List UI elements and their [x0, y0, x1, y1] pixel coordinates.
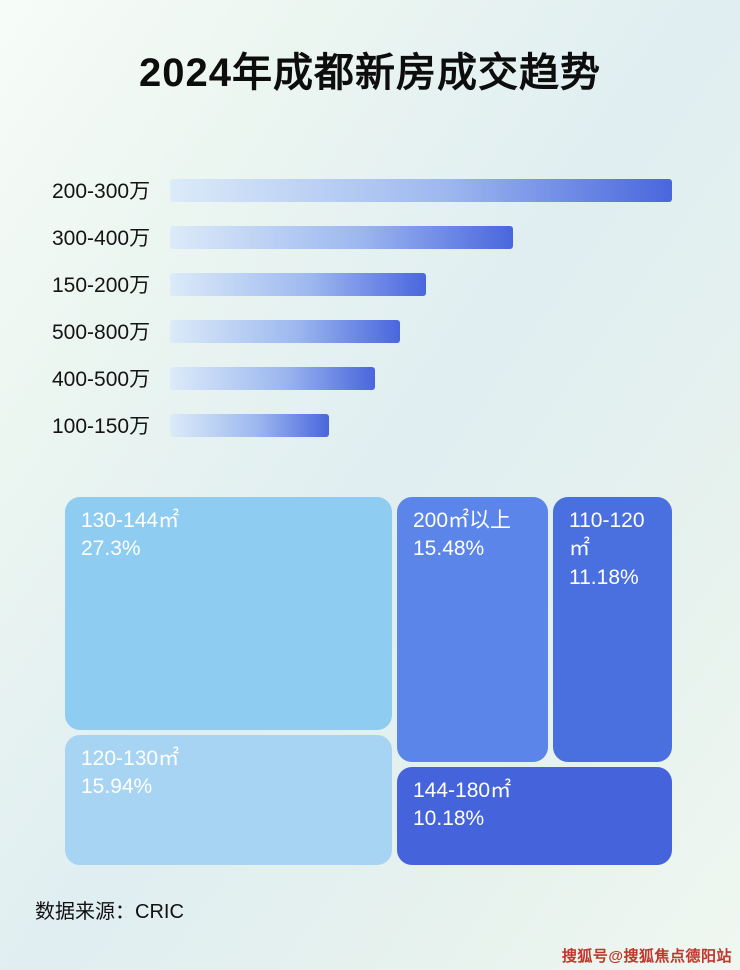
bar-row: 300-400万	[52, 223, 682, 251]
bar-track	[170, 178, 682, 202]
bar-track	[170, 319, 682, 343]
bar	[170, 178, 672, 202]
bar-category-label: 100-150万	[52, 415, 151, 438]
bar	[170, 413, 329, 437]
bar-row: 500-800万	[52, 317, 682, 345]
bar	[170, 225, 514, 249]
treemap-block-label: 120-130㎡	[81, 747, 180, 770]
bar-track	[170, 366, 682, 390]
treemap-block: 120-130㎡ 15.94%	[65, 735, 392, 865]
bar-track	[170, 225, 682, 249]
bar	[170, 272, 426, 296]
treemap-block: 200㎡以上 15.48%	[397, 497, 548, 762]
treemap-block-value: 11.18%	[569, 565, 639, 589]
bar	[170, 319, 401, 343]
treemap-block-label: 144-180㎡	[413, 779, 512, 802]
watermark: 搜狐号@搜狐焦点德阳站	[561, 948, 732, 965]
page-title: 2024年成都新房成交趋势	[139, 51, 601, 95]
treemap-block-label: 110-120㎡	[569, 509, 645, 561]
bar-row: 150-200万	[52, 270, 682, 298]
bar-category-label: 200-300万	[52, 180, 151, 203]
treemap-block-value: 27.3%	[81, 537, 141, 561]
treemap-block-label: 130-144㎡	[81, 509, 180, 532]
price-band-bar-chart: 200-300万 300-400万 150-200万 500-800万 400-500万…	[52, 176, 682, 458]
treemap-block: 130-144㎡ 27.3%	[65, 497, 392, 730]
treemap-block-value: 15.48%	[413, 537, 485, 561]
treemap-block-value: 15.94%	[81, 775, 153, 799]
treemap-block-value: 10.18%	[413, 807, 485, 831]
bar-track	[170, 413, 682, 437]
bar	[170, 366, 375, 390]
treemap-block: 110-120㎡ 11.18%	[553, 497, 672, 762]
bar-row: 100-150万	[52, 411, 682, 439]
bar-row: 400-500万	[52, 364, 682, 392]
bar-row: 200-300万	[52, 176, 682, 204]
treemap-block: 144-180㎡ 10.18%	[397, 767, 672, 865]
bar-category-label: 150-200万	[52, 274, 151, 297]
data-source: 数据来源：CRIC	[35, 901, 184, 923]
bar-track	[170, 272, 682, 296]
bar-category-label: 500-800万	[52, 321, 151, 344]
bar-category-label: 300-400万	[52, 227, 151, 250]
bar-category-label: 400-500万	[52, 368, 151, 391]
treemap-block-label: 200㎡以上	[413, 509, 512, 532]
